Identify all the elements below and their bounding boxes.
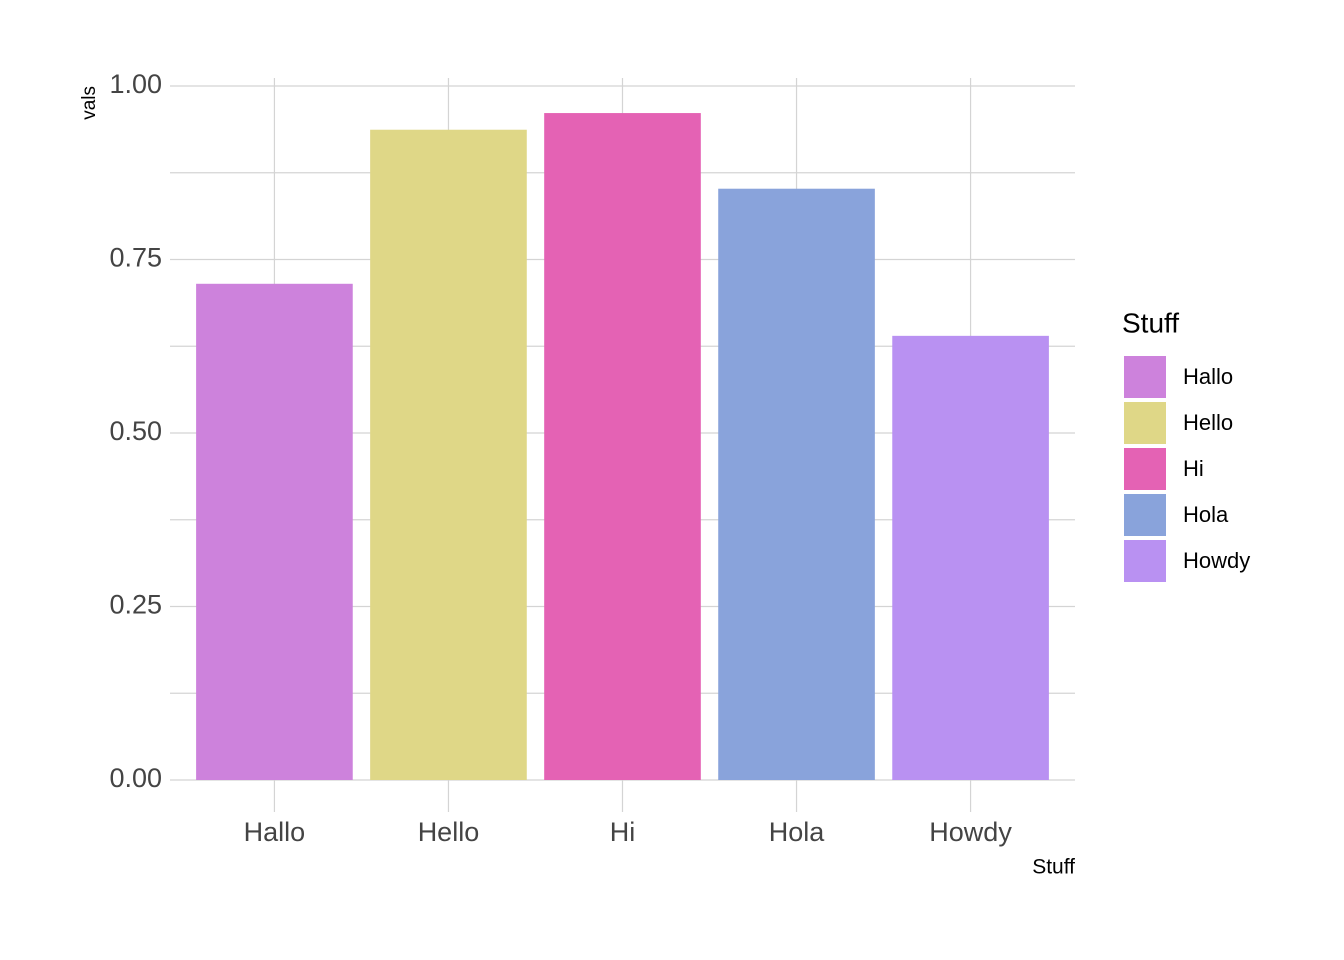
bar bbox=[718, 188, 875, 780]
y-tick-label: 0.00 bbox=[109, 763, 162, 793]
legend-key bbox=[1124, 448, 1166, 490]
y-axis-title: vals bbox=[79, 86, 100, 120]
y-tick-label: 0.50 bbox=[109, 416, 162, 446]
legend-label: Howdy bbox=[1183, 548, 1250, 573]
x-tick-label: Hi bbox=[610, 817, 636, 847]
legend-label: Hallo bbox=[1183, 364, 1233, 389]
x-tick-label: Hello bbox=[418, 817, 480, 847]
x-axis-title: Stuff bbox=[1032, 856, 1075, 879]
legend-key bbox=[1124, 540, 1166, 582]
bar bbox=[370, 129, 527, 781]
legend-label: Hi bbox=[1183, 456, 1204, 481]
bar bbox=[544, 113, 701, 781]
legend-key bbox=[1124, 356, 1166, 398]
x-tick-label: Hallo bbox=[244, 817, 306, 847]
legend-title: Stuff bbox=[1122, 307, 1179, 338]
legend-key bbox=[1124, 402, 1166, 444]
legend-label: Hello bbox=[1183, 410, 1233, 435]
bar bbox=[196, 283, 353, 780]
y-tick-label: 0.25 bbox=[109, 590, 162, 620]
legend-key bbox=[1124, 494, 1166, 536]
y-tick-label: 0.75 bbox=[109, 243, 162, 273]
x-tick-label: Hola bbox=[769, 817, 826, 847]
x-tick-label: Howdy bbox=[929, 817, 1012, 847]
y-tick-label: 1.00 bbox=[109, 69, 162, 99]
legend-label: Hola bbox=[1183, 502, 1229, 527]
bar bbox=[892, 335, 1049, 780]
